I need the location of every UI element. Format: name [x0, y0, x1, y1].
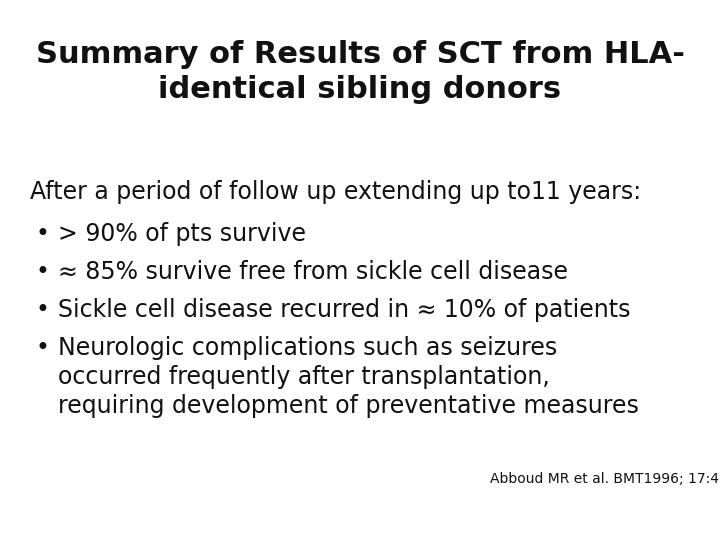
- Text: •: •: [35, 222, 49, 246]
- Text: •: •: [35, 260, 49, 284]
- Text: Abboud MR et al. BMT1996; 17:405-7: Abboud MR et al. BMT1996; 17:405-7: [490, 472, 720, 486]
- Text: Sickle cell disease recurred in ≈ 10% of patients: Sickle cell disease recurred in ≈ 10% of…: [58, 298, 631, 322]
- Text: Summary of Results of SCT from HLA-
identical sibling donors: Summary of Results of SCT from HLA- iden…: [35, 40, 685, 104]
- Text: ≈ 85% survive free from sickle cell disease: ≈ 85% survive free from sickle cell dise…: [58, 260, 568, 284]
- Text: After a period of follow up extending up to11 years:: After a period of follow up extending up…: [30, 180, 641, 204]
- Text: Neurologic complications such as seizures
occurred frequently after transplantat: Neurologic complications such as seizure…: [58, 336, 639, 417]
- Text: •: •: [35, 298, 49, 322]
- Text: •: •: [35, 336, 49, 360]
- Text: > 90% of pts survive: > 90% of pts survive: [58, 222, 306, 246]
